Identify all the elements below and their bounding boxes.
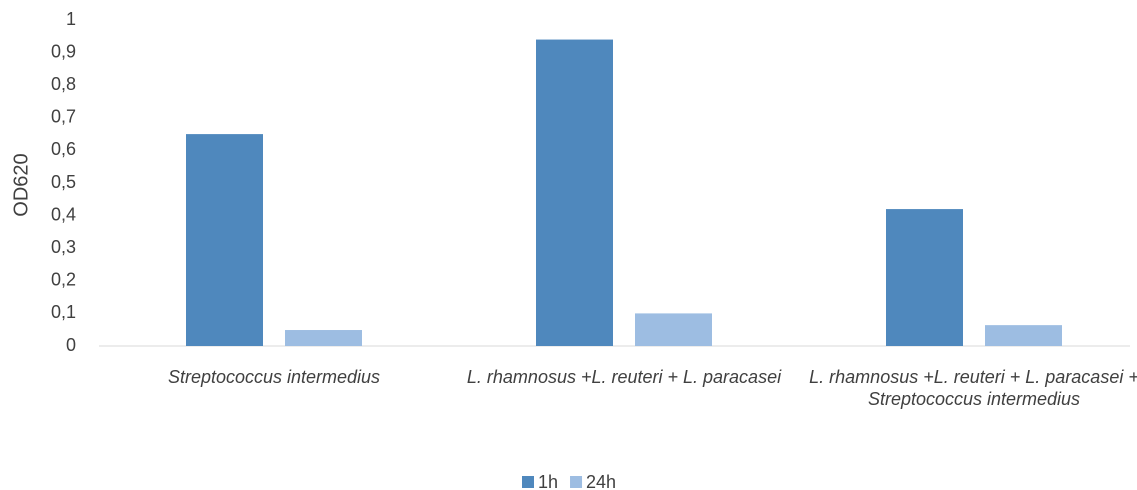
bar — [536, 39, 613, 347]
x-tick-label: L. rhamnosus +L. reuteri + L. paracasei — [466, 367, 782, 387]
y-tick-label: 0,7 — [51, 107, 76, 127]
y-tick-label: 1 — [66, 9, 76, 29]
y-tick-label: 0,9 — [51, 41, 76, 61]
y-tick-label: 0 — [66, 335, 76, 355]
legend-swatch — [570, 476, 583, 488]
bar — [635, 313, 712, 346]
bar — [985, 325, 1062, 346]
x-tick-label: Streptococcus intermedius — [167, 367, 381, 387]
legend-swatch — [522, 476, 534, 488]
y-axis-title: OD620 — [10, 153, 32, 216]
bar — [186, 134, 263, 346]
x-tick-label: L. rhamnosus +L. reuteri + L. paracasei … — [809, 367, 1137, 409]
legend-label: 1h — [538, 472, 558, 490]
legend-label: 24h — [586, 472, 616, 490]
y-tick-label: 0,6 — [51, 139, 76, 159]
bar — [886, 209, 963, 346]
y-tick-label: 0,3 — [51, 237, 76, 257]
y-tick-label: 0,2 — [51, 270, 76, 290]
y-tick-label: 0,5 — [51, 172, 76, 192]
y-tick-label: 0,4 — [51, 204, 76, 224]
y-tick-label: 0,8 — [51, 74, 76, 94]
y-tick-label: 0,1 — [51, 302, 76, 322]
bar — [285, 330, 362, 346]
